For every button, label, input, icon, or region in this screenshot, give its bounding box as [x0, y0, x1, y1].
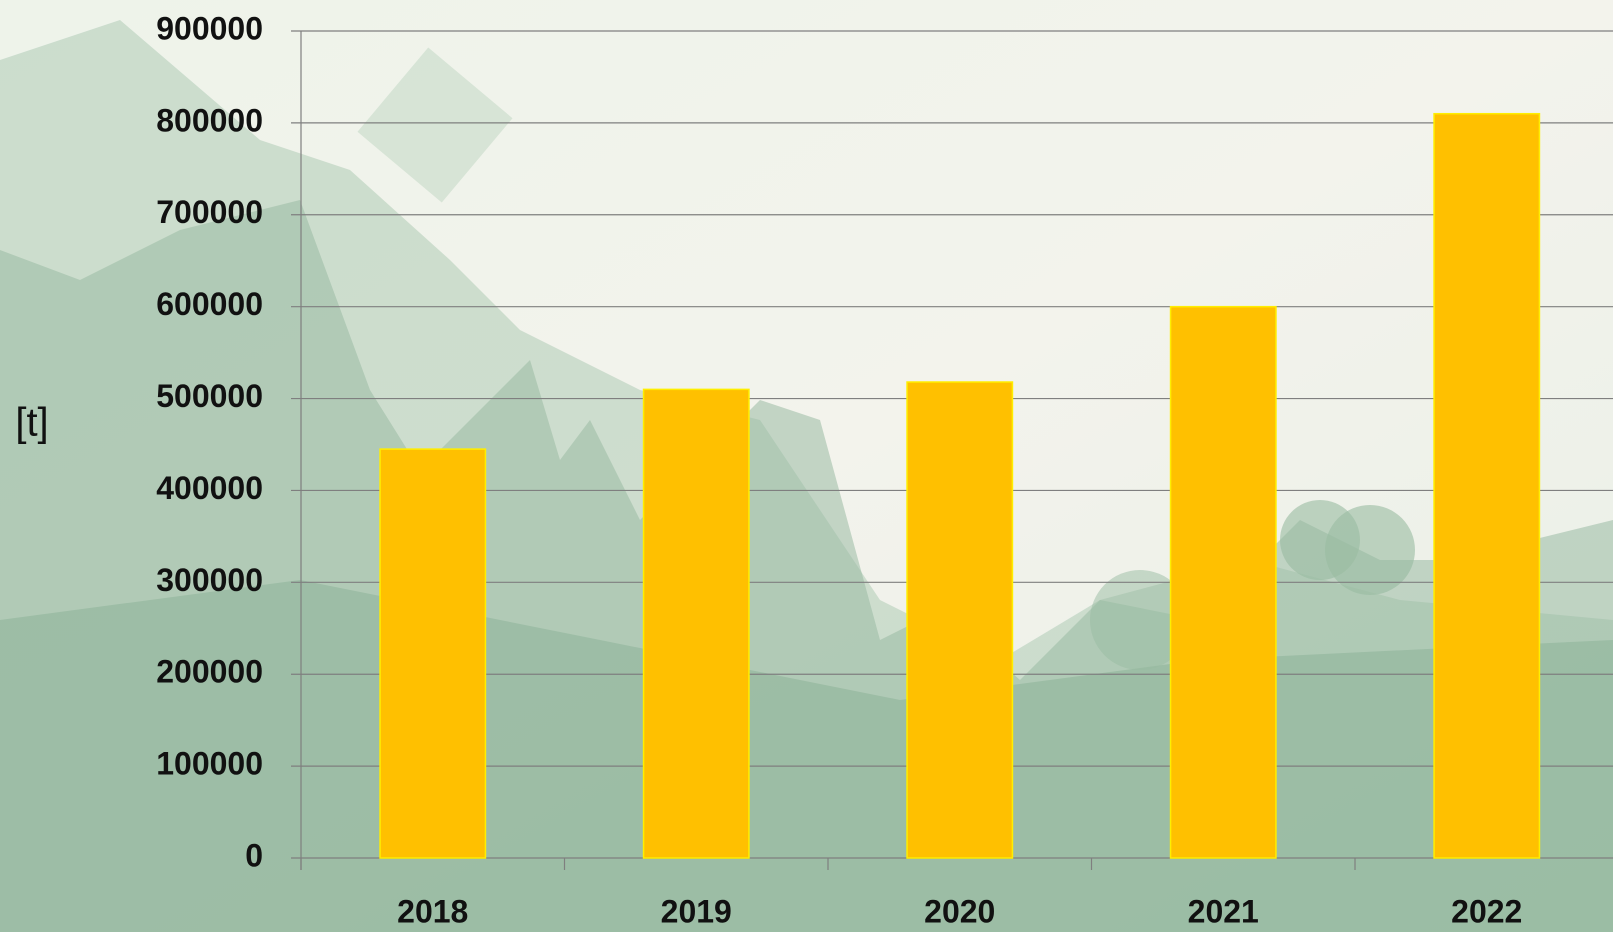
bar	[380, 449, 485, 858]
x-tick-label: 2021	[1188, 893, 1259, 929]
y-tick-label: 900000	[156, 10, 263, 46]
page: [t] 0 100000 200000 300000 400000 500000 60000…	[0, 0, 1613, 932]
bar	[1171, 307, 1276, 858]
bar	[644, 389, 749, 858]
y-tick-label: 0	[245, 837, 263, 873]
y-tick-label: 700000	[156, 194, 263, 230]
y-tick-label: 500000	[156, 378, 263, 414]
x-tick-label: 2020	[924, 893, 995, 929]
x-tick-label: 2018	[397, 893, 468, 929]
y-tick-label: 100000	[156, 746, 263, 782]
y-tick-label: 200000	[156, 654, 263, 690]
x-tick-label: 2019	[661, 893, 732, 929]
y-tick-label: 800000	[156, 102, 263, 138]
y-tick-label: 300000	[156, 562, 263, 598]
y-tick-label: 600000	[156, 286, 263, 322]
bar	[1434, 114, 1539, 858]
y-tick-label: 400000	[156, 470, 263, 506]
y-axis-label: [t]	[15, 401, 48, 445]
bar	[907, 382, 1012, 858]
x-tick-label: 2022	[1451, 893, 1522, 929]
chart: [t] 0 100000 200000 300000 400000 500000 60000…	[0, 0, 1613, 932]
